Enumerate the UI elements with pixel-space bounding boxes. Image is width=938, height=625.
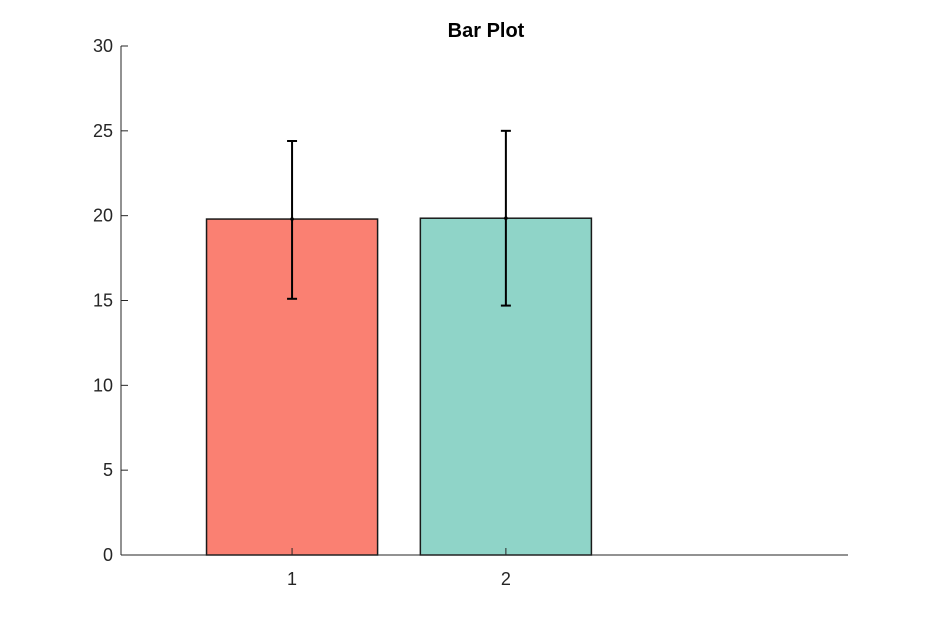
x-tick-label: 1 [287,569,297,589]
y-tick-label: 5 [103,460,113,480]
plot-area: 0 5 10 15 20 25 30 1 2 [93,36,848,589]
error-center-2 [504,216,508,221]
y-tick-label: 0 [103,545,113,565]
chart-title: Bar Plot [448,20,525,42]
error-center-1 [290,217,294,221]
y-tick-label: 20 [93,206,113,226]
y-tick-label: 25 [93,121,113,141]
y-tick-label: 30 [93,36,113,56]
y-tick-label: 15 [93,291,113,311]
x-tick-label: 2 [501,569,511,589]
y-tick-label: 10 [93,375,113,395]
